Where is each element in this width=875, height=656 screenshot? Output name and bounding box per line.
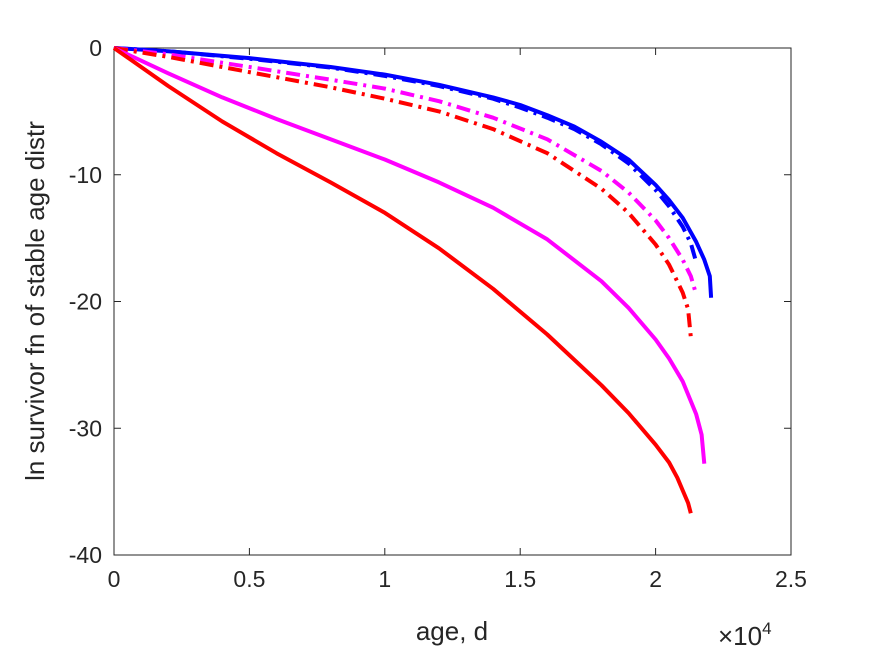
y-tick-label: 0 (89, 35, 102, 61)
x-tick-label: 1.5 (504, 566, 536, 592)
y-tick-label: -20 (69, 289, 102, 315)
x-axis-ticks: 0 0.5 1 1.5 2 2.5 (108, 48, 807, 592)
series-line-5 (113, 46, 707, 464)
series-layer (112, 46, 714, 514)
series-line-6 (112, 46, 693, 514)
y-axis-label: ln survivor fn of stable age distr (20, 121, 50, 481)
x-multiplier-exponent: 4 (762, 619, 771, 638)
y-tick-label: -10 (69, 162, 102, 188)
plot-area (113, 47, 792, 556)
x-tick-label: 0 (108, 566, 121, 592)
y-tick-label: -30 (69, 415, 102, 441)
y-axis-ticks: 0 -10 -20 -30 -40 (69, 35, 791, 568)
series-line-4 (113, 46, 693, 338)
x-tick-label: 0.5 (233, 566, 265, 592)
series-line-1 (113, 46, 714, 298)
x-tick-label: 2 (649, 566, 662, 592)
series-line-2 (113, 46, 699, 263)
x-axis-multiplier: ×104 (718, 619, 772, 651)
x-multiplier-base: ×10 (718, 621, 762, 651)
series-line-3 (113, 46, 697, 291)
y-tick-label: -40 (69, 542, 102, 568)
x-tick-label: 2.5 (775, 566, 807, 592)
x-axis-label: age, d (416, 616, 488, 646)
x-tick-label: 1 (378, 566, 391, 592)
